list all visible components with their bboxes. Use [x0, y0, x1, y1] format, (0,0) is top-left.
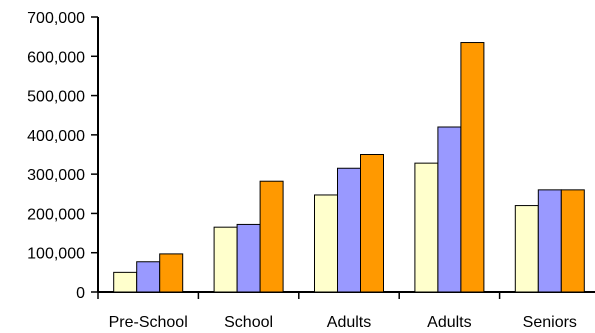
y-tick-label: 100,000	[27, 246, 85, 263]
bar	[159, 253, 184, 293]
y-tick-label: 500,000	[27, 89, 85, 106]
bar	[213, 226, 238, 293]
y-axis: 0 100,000 200,000 300,000 400,000 500,000 600,…	[27, 10, 99, 302]
bar	[460, 42, 485, 293]
bar	[560, 189, 585, 293]
bar	[414, 162, 439, 293]
bar	[360, 154, 384, 293]
bars	[113, 42, 585, 293]
y-tick-label: 0	[76, 285, 85, 302]
bar	[314, 194, 338, 293]
bar	[337, 167, 361, 293]
x-tick-label: Adults	[427, 314, 471, 331]
y-tick-label: 300,000	[27, 167, 85, 184]
bar	[259, 180, 284, 293]
bar	[437, 126, 462, 293]
x-tick-label: Pre-School	[109, 314, 188, 331]
x-tick-label: Seniors	[523, 314, 577, 331]
bar	[113, 271, 138, 293]
y-tick-label: 400,000	[27, 128, 85, 145]
bar	[236, 223, 261, 293]
bar	[537, 189, 562, 293]
y-tick-label: 200,000	[27, 206, 85, 223]
x-tick-label: School	[224, 314, 273, 331]
y-tick-label: 600,000	[27, 49, 85, 66]
y-tick-label: 700,000	[27, 10, 85, 27]
x-tick-label: Adults	[327, 314, 371, 331]
bar	[136, 261, 161, 293]
bar	[514, 205, 539, 293]
x-axis: Pre-School School Adults Adults Seniors	[97, 291, 595, 331]
